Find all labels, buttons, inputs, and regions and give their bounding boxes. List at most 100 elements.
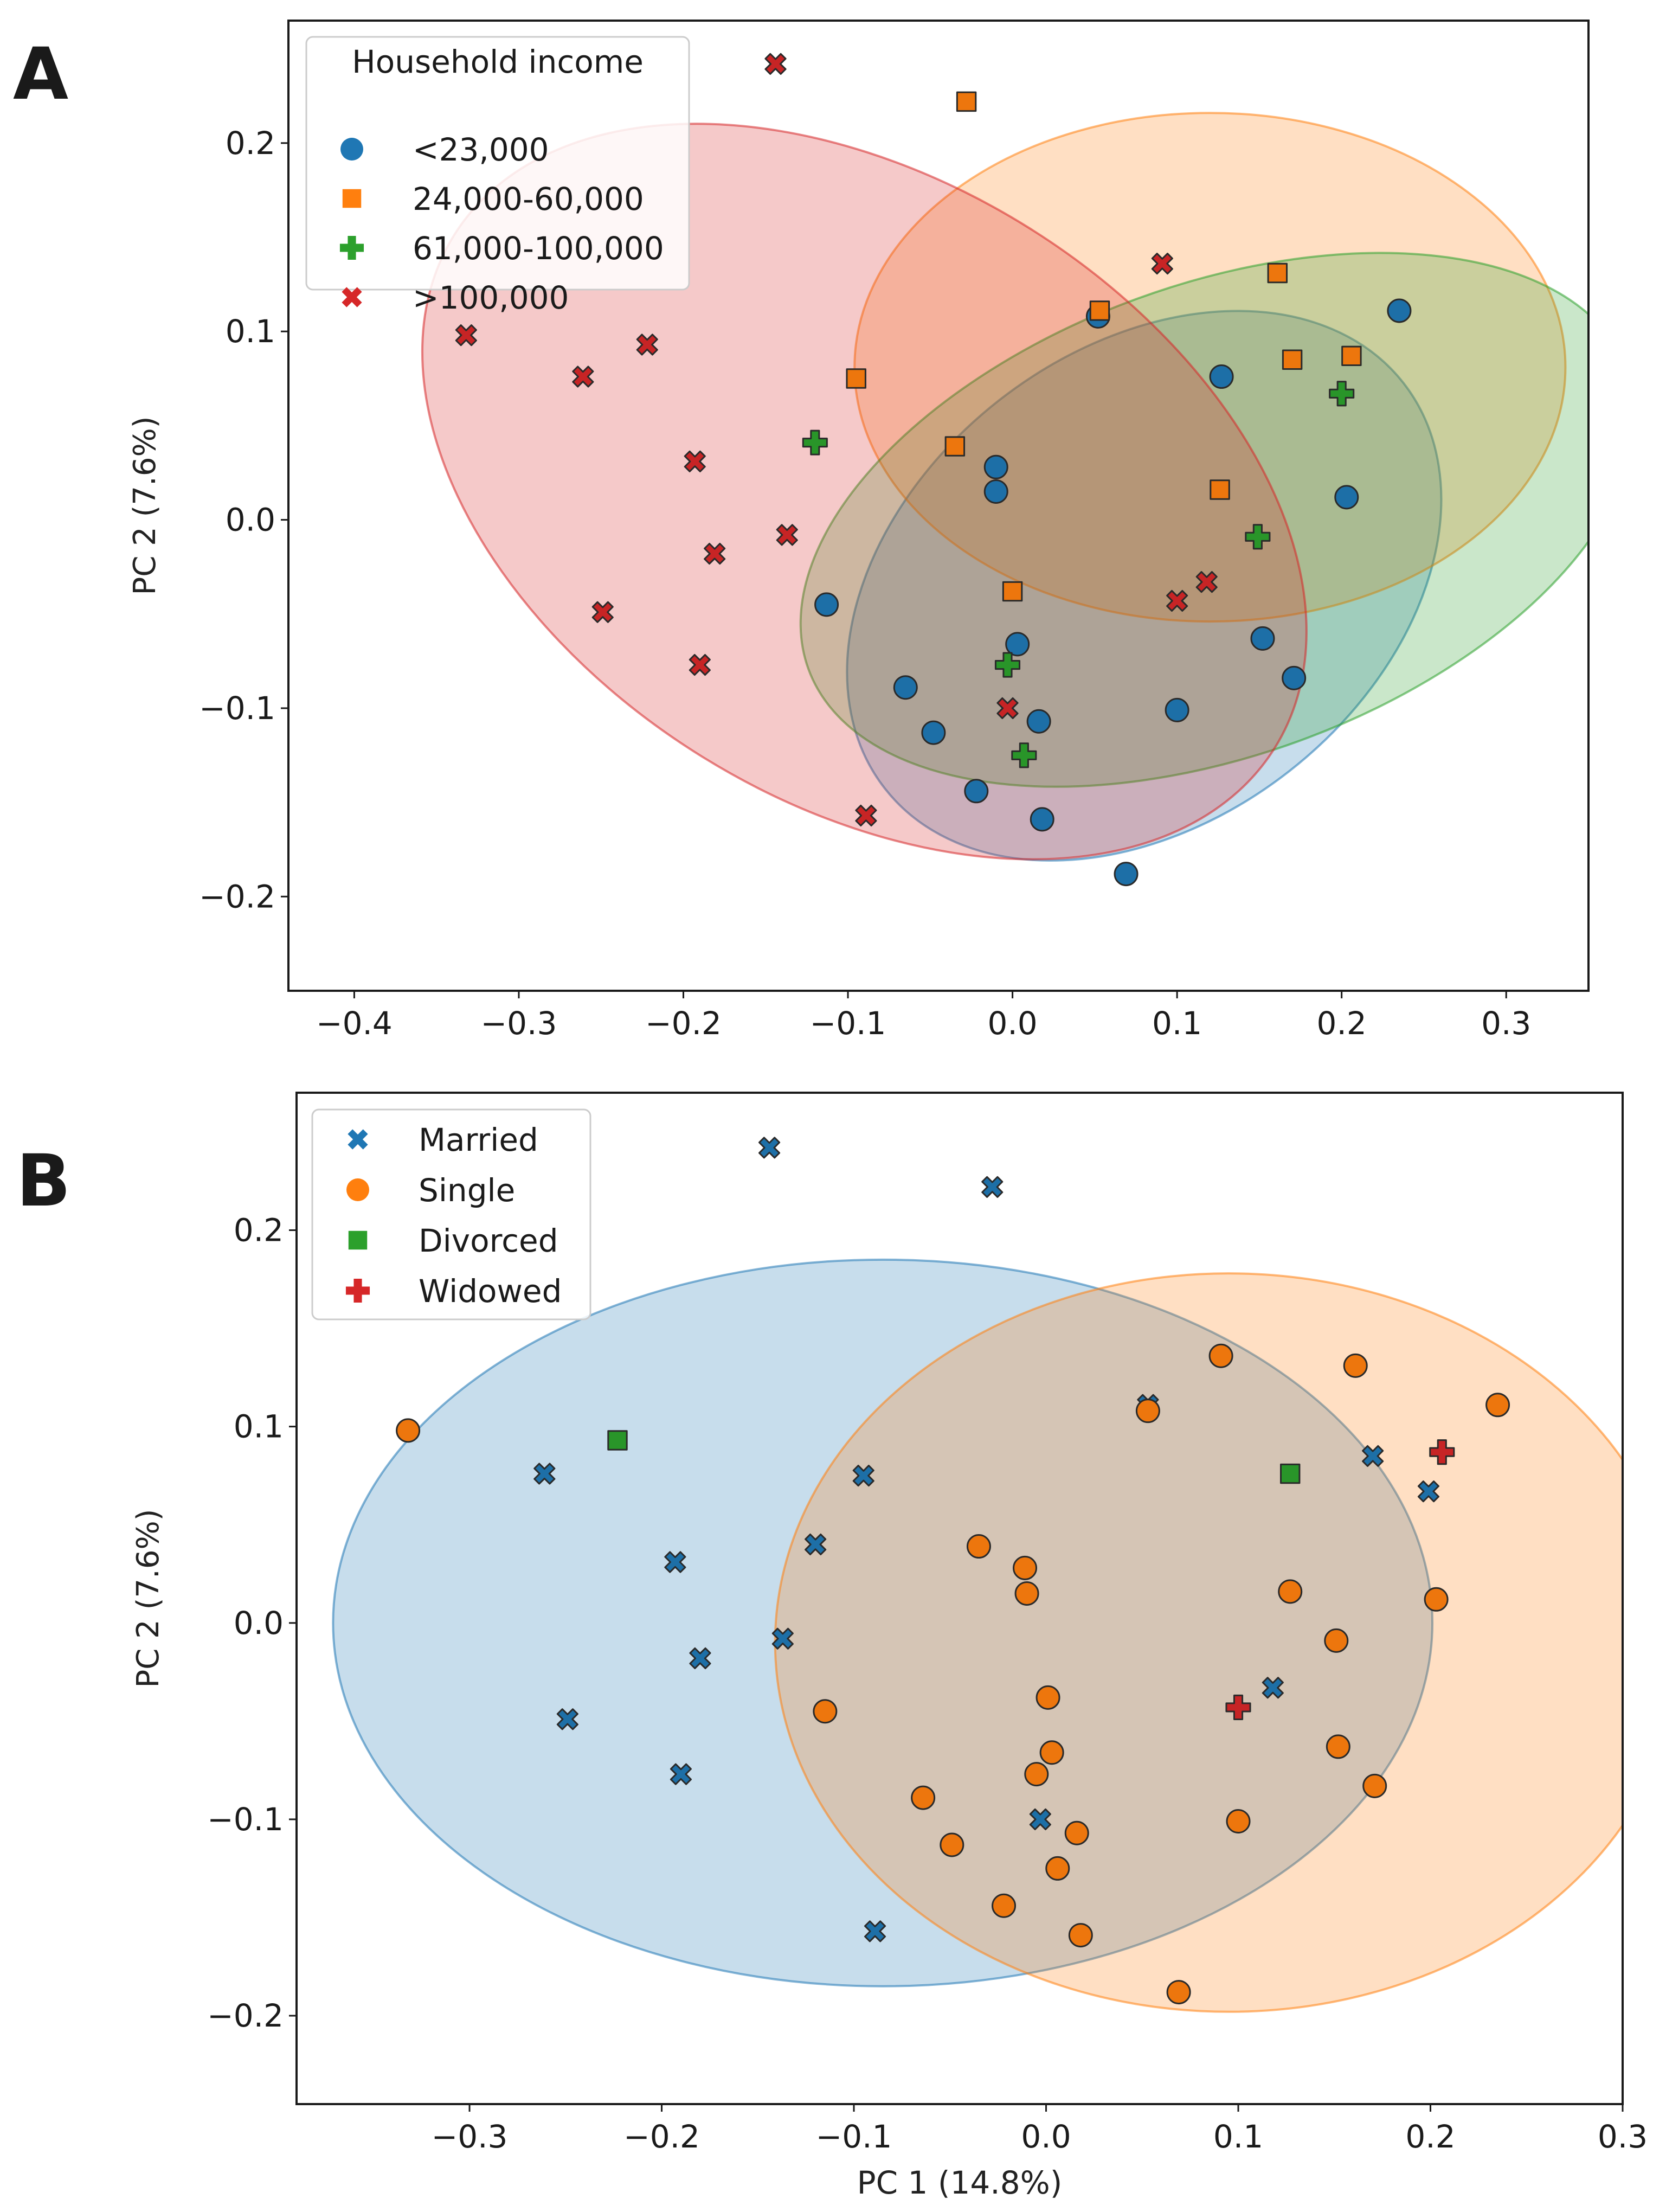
data-point-100-000-14 — [855, 804, 877, 826]
data-point-61-000-100-000-1 — [1329, 381, 1355, 407]
data-point-23-000-17 — [1114, 862, 1139, 887]
data-point-widowed-1 — [1429, 1439, 1455, 1465]
panel-b: −0.3 −0.2 −0.1 0.0 0.1 0.2 0.3 −0.2 −0.1 0.0 0.1 0.… — [131, 1092, 1648, 2201]
panel-b-y-tick-label: −0.1 — [207, 1801, 284, 1838]
data-point-23-000-10 — [1250, 626, 1275, 651]
data-point-single-23 — [992, 1893, 1017, 1918]
data-point-23-000-7 — [814, 592, 839, 617]
data-point-married-9 — [852, 1465, 874, 1487]
panel-b-legend: Married Single Divorced Widowed — [311, 1108, 591, 1320]
panel-a-x-tick-label: −0.3 — [481, 1005, 557, 1042]
data-point-61-000-100-000-5 — [1011, 742, 1037, 768]
data-point-single-18 — [911, 1785, 936, 1810]
data-point-100-000-5 — [572, 366, 594, 388]
data-point-100-000-6 — [684, 450, 706, 472]
data-point-23-000-9 — [893, 675, 918, 700]
data-point-married-11 — [771, 1627, 794, 1650]
data-point-100-000-11 — [591, 601, 614, 623]
data-point-single-12 — [1035, 1685, 1060, 1710]
data-point-single-15 — [1024, 1762, 1049, 1787]
data-point-24-000-60-000-8 — [1210, 479, 1230, 500]
panel-a-points — [455, 53, 1412, 887]
data-point-24-000-60-000-5 — [1341, 345, 1362, 367]
data-point-married-5 — [556, 1708, 578, 1730]
data-point-100-000-2 — [1151, 253, 1173, 275]
panel-a-y-tick-label: −0.2 — [199, 878, 275, 915]
data-point-married-15 — [1029, 1808, 1051, 1830]
data-point-married-16 — [864, 1920, 886, 1942]
legend-marker-single — [346, 1178, 369, 1201]
data-point-single-6 — [966, 1534, 991, 1559]
data-point-23-000-2 — [1387, 298, 1412, 323]
data-point-100-000-3 — [455, 324, 477, 347]
panel-a-x-tick-label: 0.0 — [987, 1005, 1037, 1042]
data-point-61-000-100-000-3 — [1245, 524, 1271, 550]
panel-a-x-tick-label: −0.2 — [645, 1005, 722, 1042]
legend-marker-divorced — [348, 1230, 368, 1250]
data-point-100-000-4 — [636, 334, 658, 356]
data-point-24-000-60-000-1 — [956, 91, 977, 112]
legend-marker-23-000 — [340, 138, 363, 161]
data-point-100-000-12 — [689, 654, 711, 676]
panel-a-x-tick-label: −0.1 — [810, 1005, 886, 1042]
panel-b-y-tick-label: 0.0 — [234, 1605, 284, 1642]
confidence-ellipse-24-000-60-000 — [853, 112, 1567, 623]
panel-a-legend-title: Household income — [352, 43, 644, 80]
panel-b-y-tick-label: 0.2 — [234, 1211, 284, 1248]
panel-b-x-tick-label: 0.0 — [1021, 2118, 1071, 2155]
data-point-single-10 — [1424, 1587, 1449, 1612]
panel-a-y-axis-label: PC 2 (7.6%) — [127, 416, 163, 595]
data-point-single-2 — [1208, 1343, 1233, 1368]
data-point-married-14 — [1262, 1677, 1284, 1699]
data-point-single-21 — [1064, 1820, 1089, 1845]
data-point-100-000-13 — [996, 697, 1019, 719]
data-point-single-20 — [940, 1832, 964, 1857]
data-point-married-3 — [533, 1463, 556, 1485]
legend-label-single: Single — [419, 1172, 515, 1209]
data-point-divorced-1 — [607, 1430, 628, 1451]
panel-letter-b: B — [16, 1139, 71, 1223]
data-point-23-000-6 — [1334, 485, 1359, 510]
legend-label-married: Married — [419, 1121, 538, 1158]
data-point-married-8 — [1417, 1480, 1439, 1503]
data-point-100-000-7 — [776, 524, 798, 546]
data-point-single-3 — [1343, 1353, 1368, 1378]
data-point-divorced-2 — [1280, 1463, 1301, 1484]
panel-b-axes-frame — [295, 1092, 1624, 2105]
legend-marker-100-000 — [342, 287, 362, 307]
panel-a-x-tick-label: −0.4 — [316, 1005, 393, 1042]
data-point-24-000-60-000-3 — [1089, 300, 1110, 321]
legend-marker-61-000-100-000 — [339, 235, 364, 260]
data-point-23-000-12 — [1165, 697, 1189, 722]
data-point-23-000-16 — [1030, 807, 1054, 832]
panel-a-y-tick-label: 0.0 — [226, 502, 275, 538]
panel-b-x-tick-label: 0.3 — [1598, 2118, 1648, 2155]
data-point-single-25 — [1166, 1980, 1191, 2005]
panel-b-points — [396, 1137, 1510, 2005]
data-point-married-12 — [689, 1647, 711, 1669]
data-point-23-000-11 — [1282, 665, 1307, 690]
legend-label-23-000: <23,000 — [413, 131, 549, 168]
data-point-23-000-8 — [1005, 632, 1030, 657]
data-point-widowed-2 — [1225, 1694, 1251, 1721]
data-point-single-7 — [1013, 1555, 1038, 1580]
data-point-married-7 — [1362, 1445, 1384, 1467]
legend-marker-24-000-60-000 — [342, 189, 362, 208]
data-point-married-1 — [758, 1137, 781, 1159]
data-point-100-000-10 — [1166, 589, 1188, 612]
data-point-single-5 — [1135, 1399, 1160, 1424]
panel-b-y-tick-label: 0.1 — [234, 1408, 284, 1445]
panel-b-x-tick-label: 0.2 — [1405, 2118, 1455, 2155]
panel-a-legend-box — [305, 36, 690, 291]
data-point-100-000-1 — [764, 53, 787, 75]
panel-a-y-tick-label: 0.1 — [226, 313, 275, 350]
panel-b-legend-box — [311, 1108, 591, 1320]
data-point-married-10 — [805, 1533, 827, 1555]
data-point-24-000-60-000-6 — [846, 368, 866, 389]
legend-label-24-000-60-000: 24,000-60,000 — [413, 181, 644, 217]
data-point-61-000-100-000-4 — [994, 652, 1021, 678]
panel-b-y-tick-label: −0.2 — [207, 1997, 284, 2034]
panel-a-axes-frame — [287, 20, 1590, 992]
data-point-single-4 — [1485, 1393, 1510, 1418]
